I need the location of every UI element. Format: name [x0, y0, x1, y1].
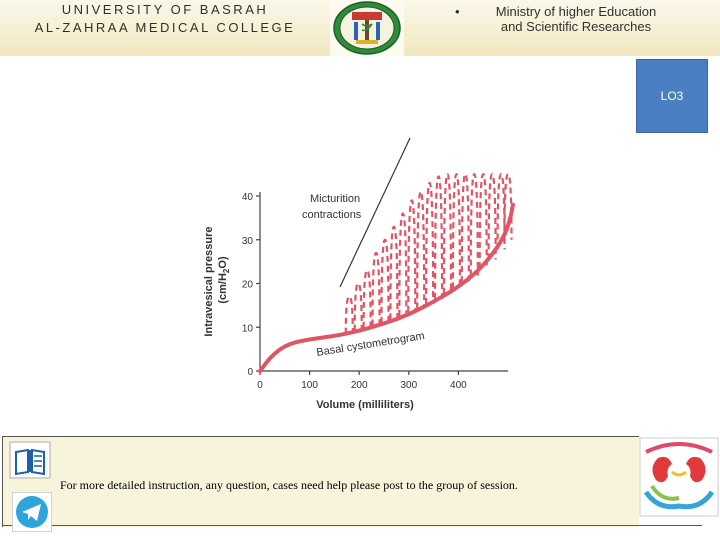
ministry-line-2: and Scientific Researches: [500, 19, 652, 34]
contraction-spike: [407, 199, 417, 312]
y-tick-label: 40: [242, 192, 254, 203]
y-tick-label: 20: [242, 280, 254, 291]
micturition-contractions-series: [344, 173, 513, 334]
contraction-spike: [496, 173, 506, 250]
y-axis-label-unit-end: O): [217, 256, 229, 269]
college-seal-icon: [333, 1, 401, 55]
header-right-panel: [404, 0, 720, 56]
x-tick-label: 200: [351, 380, 368, 391]
contraction-spike: [344, 295, 354, 334]
footer-instruction: For more detailed instruction, any quest…: [60, 478, 518, 492]
contraction-spike: [371, 251, 381, 326]
x-tick-label: 400: [450, 380, 467, 391]
contraction-spike: [503, 173, 513, 240]
contraction-spike: [460, 173, 470, 283]
book-icon[interactable]: [8, 440, 52, 480]
micturition-pointer-line: [339, 137, 411, 288]
university-title: UNIVERSITY OF BASRAH: [61, 2, 269, 17]
y-axis-label: Intravesical pressure (cm/H2O): [203, 223, 231, 336]
lo3-badge[interactable]: LO3: [636, 59, 708, 133]
bullet-mark: •: [455, 4, 460, 19]
y-tick-label: 10: [242, 323, 254, 334]
contraction-spike: [469, 173, 479, 276]
ministry-text: • Ministry of higher Education and Scien…: [455, 4, 705, 34]
contraction-spike: [451, 173, 462, 289]
x-axis-label: Volume (milliliters): [316, 399, 414, 411]
y-axis-label-unit-start: (cm/H: [217, 273, 229, 304]
contraction-spike: [425, 181, 435, 305]
micturition-label-line-2: contractions: [302, 209, 362, 221]
header-left-panel: [0, 0, 330, 56]
contraction-spike: [478, 173, 488, 269]
ministry-line-1: Ministry of higher Education: [495, 4, 657, 19]
x-tick-label: 300: [400, 380, 417, 391]
contraction-spike: [398, 212, 408, 316]
x-tick-label: 100: [301, 380, 318, 391]
contraction-spike: [362, 269, 372, 329]
contraction-spike: [380, 238, 390, 323]
y-tick-label: 30: [242, 236, 254, 247]
lo3-label: LO3: [660, 89, 684, 103]
contraction-spike: [389, 225, 399, 320]
footer-panel: [2, 436, 639, 527]
y-axis-label-main: Intravesical pressure: [203, 226, 215, 336]
contraction-spike: [433, 175, 444, 299]
basal-cystometrogram-line: [258, 202, 515, 373]
college-logo: [330, 0, 404, 56]
contraction-spike: [442, 173, 453, 295]
contraction-spike: [487, 173, 497, 260]
footer-divider: [2, 525, 702, 526]
x-tick-label: 0: [257, 380, 263, 391]
contraction-spike: [416, 190, 426, 309]
telegram-icon[interactable]: [12, 492, 52, 532]
micturition-label-line-1: Micturition: [310, 193, 360, 205]
y-tick-label: 0: [247, 367, 253, 378]
kidney-logo-icon: [639, 437, 719, 517]
college-title: AL-ZAHRAA MEDICAL COLLEGE: [34, 20, 296, 35]
contraction-spike: [353, 282, 363, 331]
y-axis-label-subscript: 2: [222, 268, 231, 273]
